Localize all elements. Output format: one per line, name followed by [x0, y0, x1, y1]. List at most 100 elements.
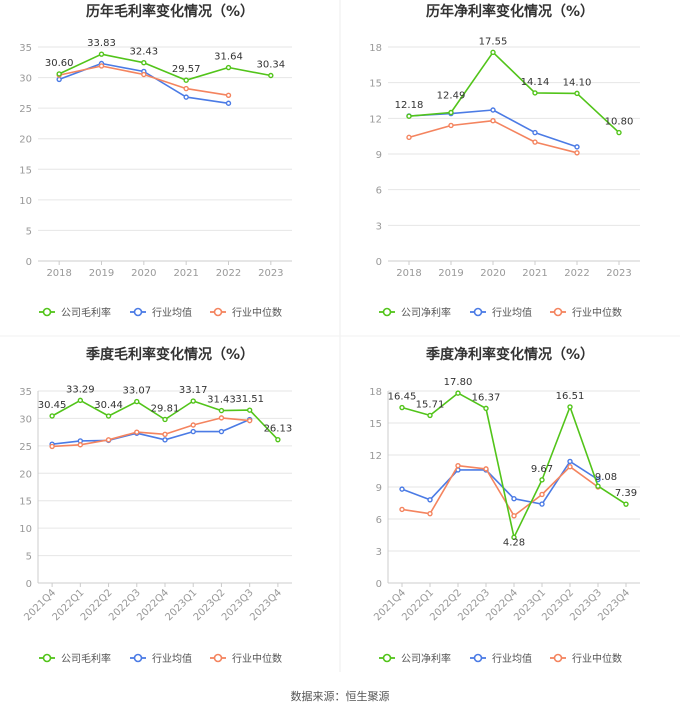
chart-panel-2: 历年净利率变化情况（%） 0 3 6 9 12 15 18 2018 2019 2020 2021 20…: [369, 3, 640, 319]
data-point: [490, 49, 496, 56]
x-tick-label: 2021: [173, 268, 198, 279]
data-label: 12.18: [395, 100, 424, 111]
data-point: [77, 397, 84, 404]
data-point: [574, 144, 580, 150]
data-point: [183, 94, 189, 100]
series-line-company: [58, 53, 271, 81]
data-label: 17.55: [479, 36, 508, 47]
y-tick-label: 20: [19, 469, 32, 480]
data-point: [427, 497, 433, 503]
y-tick-label: 6: [376, 186, 382, 197]
legend-label: 行业中位数: [232, 306, 282, 319]
data-point: [532, 90, 538, 96]
y-tick-label: 35: [19, 387, 32, 398]
data-point: [539, 477, 545, 483]
y-tick-label: 12: [369, 114, 382, 125]
series-line-industry-average: [401, 460, 599, 505]
legend-swatch-marker: [133, 653, 143, 663]
chart-panel-1: 历年毛利率变化情况（%） 0 5 10 15 20 25 30 35 2018 2019 2020 20…: [19, 3, 292, 319]
data-label: 31.43: [207, 395, 236, 406]
data-label: 16.37: [472, 392, 501, 403]
data-point: [539, 491, 545, 498]
data-point: [183, 77, 189, 83]
legend-label: 行业均值: [492, 652, 532, 665]
x-tick-label: 2018: [396, 268, 421, 279]
legend-swatch-marker: [213, 307, 223, 317]
data-point: [105, 413, 112, 419]
x-tick-label: 2022: [216, 268, 241, 279]
data-point: [483, 466, 489, 472]
data-label: 9.08: [595, 472, 617, 483]
legend-swatch-marker: [42, 653, 52, 663]
data-point: [218, 407, 225, 414]
data-point: [574, 150, 580, 156]
y-tick-label: 3: [376, 221, 382, 232]
data-point: [567, 464, 573, 470]
data-label: 10.80: [605, 117, 634, 128]
data-point: [623, 501, 629, 507]
legend-label: 行业中位数: [572, 306, 622, 319]
x-tick-label: 2018: [46, 268, 71, 279]
data-point: [483, 405, 489, 412]
data-point: [162, 416, 168, 423]
data-label: 4.28: [503, 537, 525, 548]
data-point: [49, 413, 55, 419]
data-point: [162, 437, 168, 443]
data-point: [105, 437, 112, 443]
data-point: [511, 513, 517, 519]
data-point: [427, 412, 433, 419]
y-tick-label: 25: [19, 104, 32, 115]
series-line-industry-average: [52, 418, 251, 445]
chart-title: 历年净利率变化情况（%）: [426, 3, 594, 20]
data-label: 9.67: [531, 464, 553, 475]
data-point: [616, 129, 622, 136]
data-point: [532, 139, 538, 145]
data-label: 15.71: [416, 399, 445, 410]
data-label: 32.43: [130, 47, 159, 58]
data-label: 30.44: [94, 400, 123, 411]
legend-label: 行业中位数: [232, 652, 282, 665]
legend-swatch-marker: [133, 307, 143, 317]
legend-label: 行业中位数: [572, 652, 622, 665]
x-tick-label: 2019: [438, 268, 463, 279]
legend-swatch-marker: [213, 653, 223, 663]
legend-swatch-marker: [473, 653, 483, 663]
data-point: [183, 85, 189, 92]
y-tick-label: 5: [26, 552, 32, 563]
x-tick-label: 2020: [480, 268, 505, 279]
data-label: 33.17: [179, 385, 208, 396]
data-point: [268, 72, 274, 79]
series-line-company: [408, 51, 620, 134]
data-label: 17.80: [444, 377, 473, 388]
data-point: [399, 404, 405, 411]
data-label: 31.64: [214, 52, 243, 63]
data-point: [490, 118, 496, 124]
data-point: [218, 415, 225, 421]
y-tick-label: 9: [376, 150, 382, 161]
y-tick-label: 30: [19, 414, 32, 425]
data-point: [134, 398, 140, 405]
data-point: [190, 422, 196, 428]
legend-swatch-marker: [553, 307, 563, 317]
y-tick-label: 20: [19, 135, 32, 146]
data-source: 数据来源：恒生聚源: [290, 690, 390, 703]
y-tick-label: 5: [26, 226, 32, 237]
data-point: [399, 486, 405, 492]
data-point: [532, 129, 538, 136]
data-point: [275, 436, 281, 443]
data-label: 16.45: [388, 392, 417, 403]
data-point: [56, 71, 62, 77]
legend-label: 公司净利率: [401, 306, 451, 319]
series-line-industry-median: [52, 417, 250, 448]
data-label: 33.07: [122, 386, 151, 397]
data-point: [56, 76, 62, 83]
data-point: [567, 404, 573, 410]
legend-swatch-marker: [42, 307, 52, 317]
y-tick-label: 10: [19, 196, 32, 207]
x-tick-label: 2023: [606, 268, 631, 279]
y-tick-label: 15: [369, 79, 382, 90]
data-label: 33.83: [87, 38, 116, 49]
data-point: [511, 534, 517, 541]
data-point: [98, 51, 105, 57]
data-point: [511, 496, 517, 502]
